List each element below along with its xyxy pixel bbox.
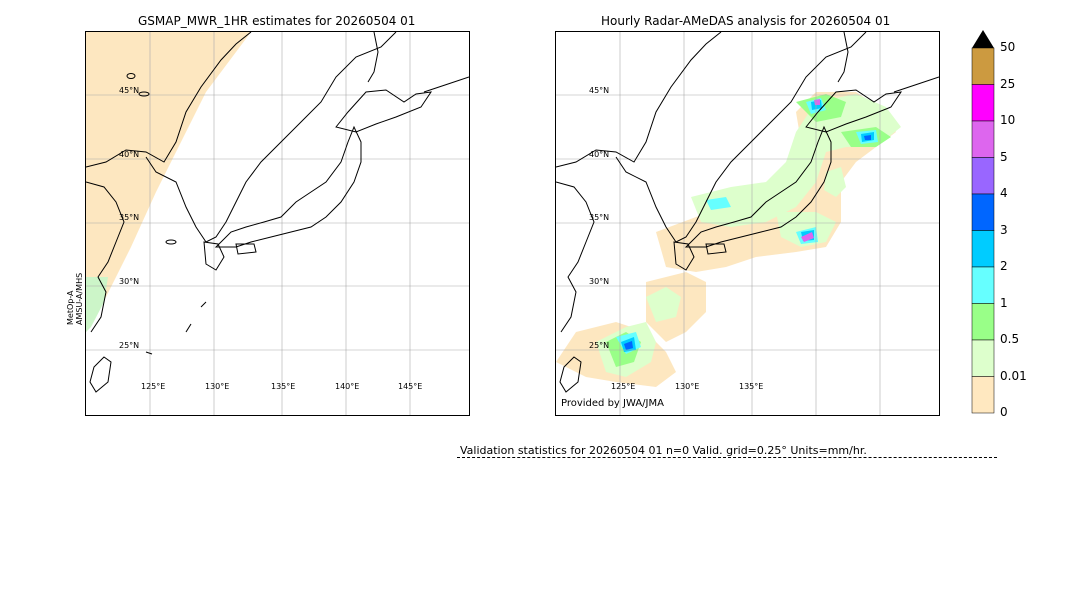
right-map-title: Hourly Radar-AMeDAS analysis for 2026050… <box>601 14 891 28</box>
colorbar-tick-label: 0.5 <box>1000 332 1020 346</box>
left-map-title: GSMAP_MWR_1HR estimates for 20260504 01 <box>138 14 416 28</box>
sensor-label-line1: MetOp-A <box>66 290 75 325</box>
honshu-coast-r <box>684 125 832 248</box>
colorbar-swatch <box>971 193 995 231</box>
colorbar-swatch <box>971 266 995 304</box>
right-lon-label-130: 130°E <box>675 382 700 391</box>
stats-divider <box>457 457 997 458</box>
left-lon-label-145: 145°E <box>398 382 423 391</box>
right-map: 45°N 40°N 35°N 30°N 25°N 125°E 130°E 135… <box>555 31 940 416</box>
colorbar-extend-arrow <box>972 30 994 48</box>
colorbar-tick-label: 4 <box>1000 186 1008 200</box>
validation-stats: Validation statistics for 20260504 01 n=… <box>460 444 867 457</box>
colorbar-tick-label: 0.01 <box>1000 368 1027 383</box>
mainland-coast <box>86 32 252 168</box>
left-map-canvas <box>86 32 469 415</box>
colorbar-tick-label: 1 <box>1000 295 1008 310</box>
colorbar-swatches <box>971 47 995 414</box>
left-lon-label-140: 140°E <box>335 382 360 391</box>
hokkaido-coast-r <box>805 89 903 133</box>
shikoku-coast <box>235 243 257 255</box>
hokkaido-coast <box>335 89 433 133</box>
sensor-label: MetOp-A AMSU-A/MHS <box>66 273 84 325</box>
left-lat-label-45: 45°N <box>119 86 140 95</box>
right-lat-label-45: 45°N <box>589 86 610 95</box>
honshu-coast <box>214 125 362 248</box>
colorbar-swatch <box>971 230 995 268</box>
colorbar-tick-label: 5 <box>1000 149 1008 164</box>
colorbar-tick-label: 50 <box>1000 40 1016 54</box>
left-lon-label-135: 135°E <box>271 382 296 391</box>
right-map-canvas <box>556 32 939 415</box>
colorbar-swatch <box>971 47 995 85</box>
swath-region <box>86 32 251 332</box>
colorbar-swatch <box>971 157 995 195</box>
right-lat-label-40: 40°N <box>589 150 610 159</box>
sakhalin-coast <box>367 32 379 83</box>
colorbar-swatch <box>971 120 995 158</box>
colorbar-swatch <box>971 84 995 122</box>
left-lon-label-125: 125°E <box>141 382 166 391</box>
right-lat-label-35: 35°N <box>589 213 610 222</box>
right-lat-label-25: 25°N <box>589 341 610 350</box>
colorbar-tick-label: 10 <box>1000 113 1016 127</box>
colorbar-swatch <box>971 339 995 377</box>
colorbar-tick-label: 2 <box>1000 259 1008 273</box>
colorbar-tick-label: 3 <box>1000 222 1008 237</box>
swath-light-rain <box>86 277 108 332</box>
left-lon-label-130: 130°E <box>205 382 230 391</box>
left-lat-label-25: 25°N <box>119 341 140 350</box>
right-lon-label-125: 125°E <box>611 382 636 391</box>
precip-10 <box>801 99 820 242</box>
colorbar-tick-label: 25 <box>1000 76 1016 91</box>
colorbar-swatch <box>971 303 995 341</box>
colorbar-swatch <box>971 376 995 414</box>
left-map: 45°N 40°N 35°N 30°N 25°N 125°E 130°E 135… <box>85 31 470 416</box>
left-lat-label-35: 35°N <box>119 213 140 222</box>
kyushu-coast <box>203 241 225 271</box>
left-lat-label-30: 30°N <box>119 277 140 286</box>
colorbar-tick-label: 0 <box>1000 405 1008 419</box>
colorbar <box>971 30 995 414</box>
precip-4 <box>624 135 871 350</box>
left-lat-label-40: 40°N <box>119 150 140 159</box>
right-lon-label-135: 135°E <box>739 382 764 391</box>
data-provider-credit: Provided by JWA/JMA <box>561 398 664 409</box>
right-lat-label-30: 30°N <box>589 277 610 286</box>
sensor-label-line2: AMSU-A/MHS <box>75 272 84 325</box>
